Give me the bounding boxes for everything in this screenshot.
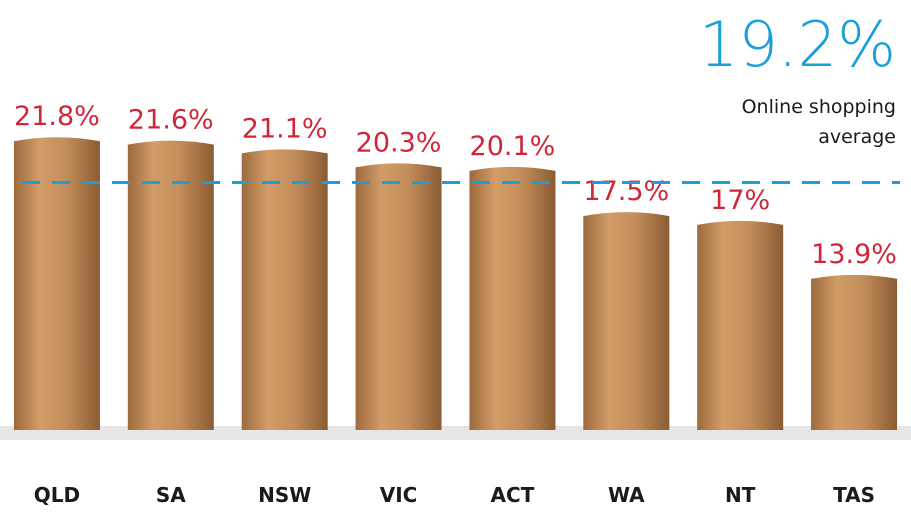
bar	[355, 163, 442, 431]
value-label: 17.5%	[583, 176, 669, 207]
bar	[241, 149, 328, 430]
floor-shadow	[0, 426, 911, 440]
value-label: 21.8%	[14, 101, 100, 132]
average-note: Online shopping	[742, 96, 896, 118]
bar	[811, 274, 898, 430]
x-tick-label: TAS	[833, 483, 875, 507]
x-tick-label: NT	[725, 483, 756, 507]
bar	[469, 166, 556, 431]
value-label: 17%	[710, 185, 770, 216]
x-tick-label: SA	[156, 483, 186, 507]
value-label: 21.6%	[128, 105, 214, 136]
average-note: average	[818, 126, 896, 148]
average-value: 19.2%	[699, 8, 896, 81]
x-tick-label: NSW	[258, 483, 311, 507]
x-tick-label: VIC	[380, 483, 418, 507]
x-tick-label: QLD	[34, 483, 80, 507]
value-label: 13.9%	[811, 239, 897, 270]
value-label: 20.3%	[356, 127, 442, 158]
bar	[13, 137, 100, 430]
value-label: 20.1%	[470, 131, 556, 162]
bar	[697, 220, 784, 430]
bar	[583, 212, 670, 430]
x-tick-label: WA	[608, 483, 645, 507]
x-tick-label: ACT	[491, 483, 535, 507]
bar	[127, 140, 214, 430]
value-label: 21.1%	[242, 113, 328, 144]
